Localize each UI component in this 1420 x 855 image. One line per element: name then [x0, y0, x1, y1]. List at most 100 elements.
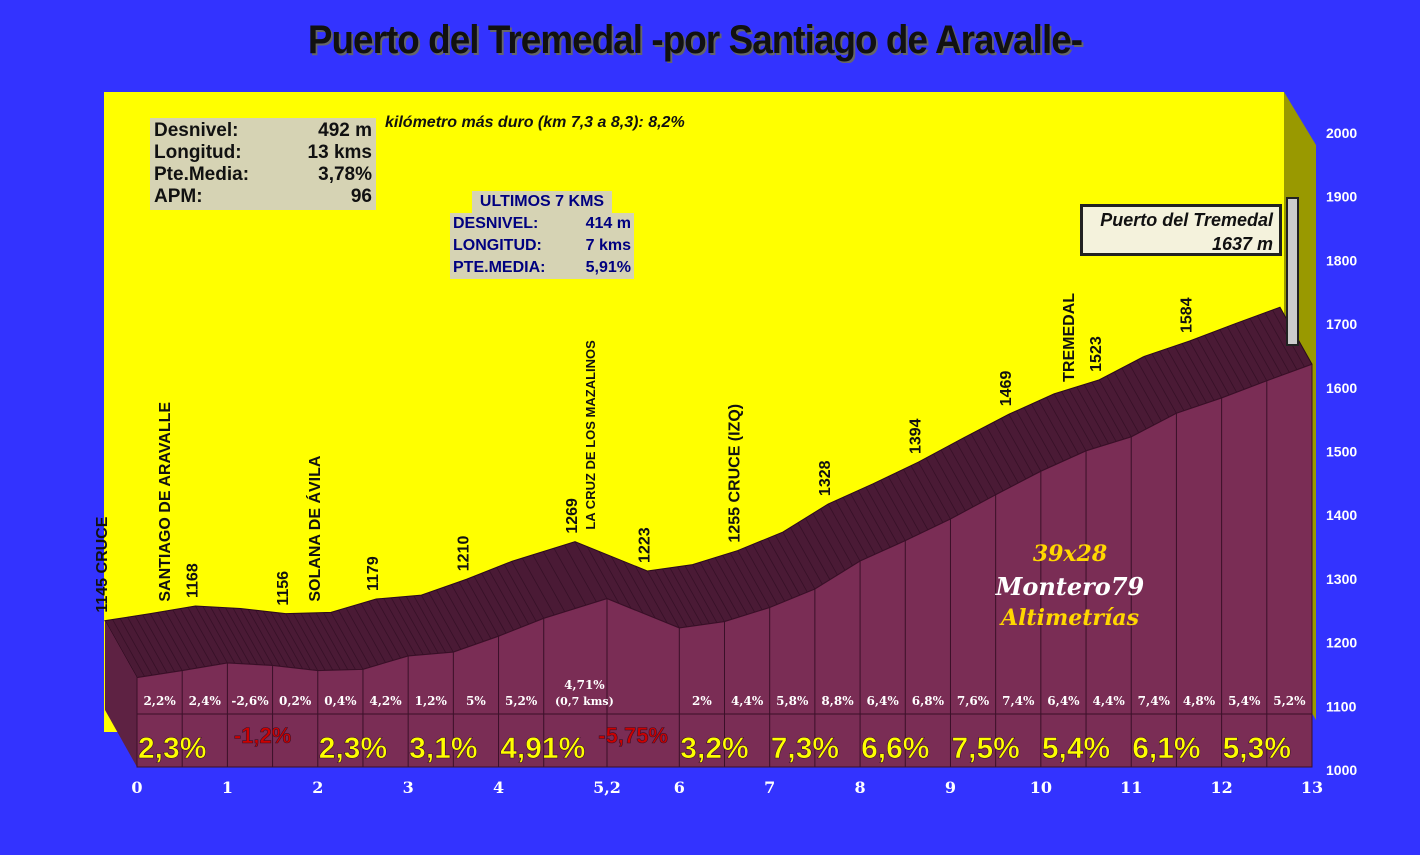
credit-author: Montero79 — [995, 572, 1145, 601]
half-km-grade: 7,6% — [957, 694, 990, 708]
ridge-hatch — [948, 445, 981, 504]
waypoint-label: 1145 CRUCE — [94, 516, 111, 612]
ridge-hatch — [496, 567, 530, 625]
ridge-hatch — [164, 610, 198, 669]
ridge-hatch — [255, 610, 288, 668]
ridge-hatch — [940, 449, 974, 508]
ridge-hatch — [692, 564, 725, 622]
x-tick-label: 9 — [945, 778, 956, 797]
km-grade: 6,6% — [861, 732, 929, 765]
ridge-hatch — [1226, 326, 1260, 384]
half-km-grade: 0,2% — [279, 694, 312, 708]
ridge-hatch — [172, 609, 206, 668]
y-tick-label: 1900 — [1326, 189, 1357, 205]
waypoint-label: SOLANA DE ÁVILA — [305, 455, 324, 602]
stat-value: 96 — [350, 186, 372, 207]
ridge-hatch — [1159, 350, 1192, 409]
km-grade: 5,4% — [1042, 732, 1110, 765]
ridge-hatch — [338, 609, 371, 668]
y-tick-label: 1400 — [1326, 507, 1357, 523]
waypoint-label: 1179 — [365, 556, 382, 591]
ridge-hatch — [1016, 410, 1049, 469]
x-tick-label: 1 — [222, 778, 233, 797]
ridge-hatch — [775, 534, 808, 593]
half-km-grade: 5,2% — [505, 694, 538, 708]
km-grade: 6,1% — [1132, 732, 1200, 765]
half-km-grade: 2% — [692, 694, 712, 708]
ridge-hatch — [955, 441, 989, 500]
ridge-hatch — [963, 437, 997, 496]
waypoint-label: 1328 — [817, 460, 834, 496]
waypoint-label: TREMEDAL — [1061, 293, 1078, 382]
ridge-hatch — [1234, 323, 1268, 381]
ridge-hatch — [187, 607, 221, 665]
ridge-hatch — [805, 517, 838, 576]
waypoint-label: 1584 — [1179, 297, 1196, 333]
waypoint-label: 1469 — [998, 371, 1015, 407]
stat-label: Longitud: — [154, 142, 242, 163]
ridge-hatch — [1113, 371, 1147, 430]
stats-box: Desnivel: 492 m Longitud: 13 kms Pte.Media… — [150, 118, 376, 210]
ridge-hatch — [488, 570, 522, 628]
ridge-hatch — [1000, 417, 1034, 476]
ridge-hatch — [398, 596, 432, 655]
ridge-hatch — [744, 547, 778, 605]
half-km-grade: 8,8% — [821, 694, 854, 708]
y-tick-label: 1800 — [1326, 252, 1357, 268]
stat-value: 3,78% — [318, 164, 372, 185]
km-grade: 7,3% — [771, 732, 839, 765]
hardest-km-note: kilómetro más duro (km 7,3 a 8,3): 8,2% — [385, 114, 685, 131]
ridge-hatch — [436, 589, 469, 648]
stat-value: 13 kms — [307, 142, 372, 163]
ridge-hatch — [277, 612, 311, 670]
last-7-row: LONGITUD: 7 kms — [450, 235, 634, 257]
ridge-hatch — [970, 433, 1004, 492]
ridge-hatch — [812, 513, 846, 571]
ridge-hatch — [1144, 356, 1177, 414]
ridge-hatch — [737, 550, 771, 608]
y-tick-label: 1300 — [1326, 571, 1357, 587]
x-tick-label: 4 — [493, 778, 504, 797]
half-km-grade-note: (0,7 kms) — [555, 695, 614, 708]
ridge-hatch — [451, 584, 484, 642]
stat-label: Desnivel: — [154, 120, 239, 141]
ridge-hatch — [1038, 400, 1072, 458]
x-tick-label: 6 — [674, 778, 685, 797]
ridge-hatch — [646, 570, 680, 629]
ridge-hatch — [315, 612, 349, 670]
half-km-grade: 6,8% — [912, 694, 945, 708]
ridge-hatch — [1061, 391, 1094, 449]
half-km-grade: 5,8% — [776, 694, 809, 708]
ridge-hatch — [850, 493, 884, 552]
ridge-hatch — [428, 592, 462, 650]
ridge-hatch — [910, 465, 944, 523]
ridge-hatch — [1053, 393, 1087, 452]
ridge-hatch — [790, 527, 823, 585]
ridge-hatch — [1257, 315, 1290, 373]
x-tick-label: 12 — [1210, 778, 1232, 797]
ridge-hatch — [782, 531, 816, 590]
ridge-hatch — [323, 612, 356, 670]
half-km-grade: 7,4% — [1138, 694, 1171, 708]
ridge-hatch — [978, 429, 1012, 488]
ridge-hatch — [270, 611, 304, 670]
x-tick-label: 5,2 — [593, 778, 621, 797]
ridge-hatch — [1121, 367, 1155, 426]
ridge-hatch — [119, 618, 153, 676]
last-7-kms-box: ULTIMOS 7 KMS DESNIVEL: 414 m LONGITUD: 7 … — [450, 191, 634, 279]
ridge-hatch — [1031, 403, 1064, 462]
ridge-hatch — [586, 546, 620, 604]
ridge-hatch — [985, 425, 1019, 484]
ridge-hatch — [195, 605, 228, 664]
ridge-hatch — [622, 560, 656, 619]
stat-row: Pte.Media: 3,78% — [154, 164, 372, 186]
x-tick-label: 13 — [1301, 778, 1323, 797]
waypoint-label: 1210 — [456, 536, 473, 572]
ridge-hatch — [677, 566, 710, 624]
ridge-hatch — [880, 479, 914, 538]
ridge-hatch — [857, 490, 891, 548]
km-grade: 4,91% — [500, 732, 585, 765]
half-km-grade: 5% — [466, 694, 486, 708]
ridge-hatch — [669, 567, 703, 625]
half-km-grade: 4,71% — [564, 678, 605, 692]
